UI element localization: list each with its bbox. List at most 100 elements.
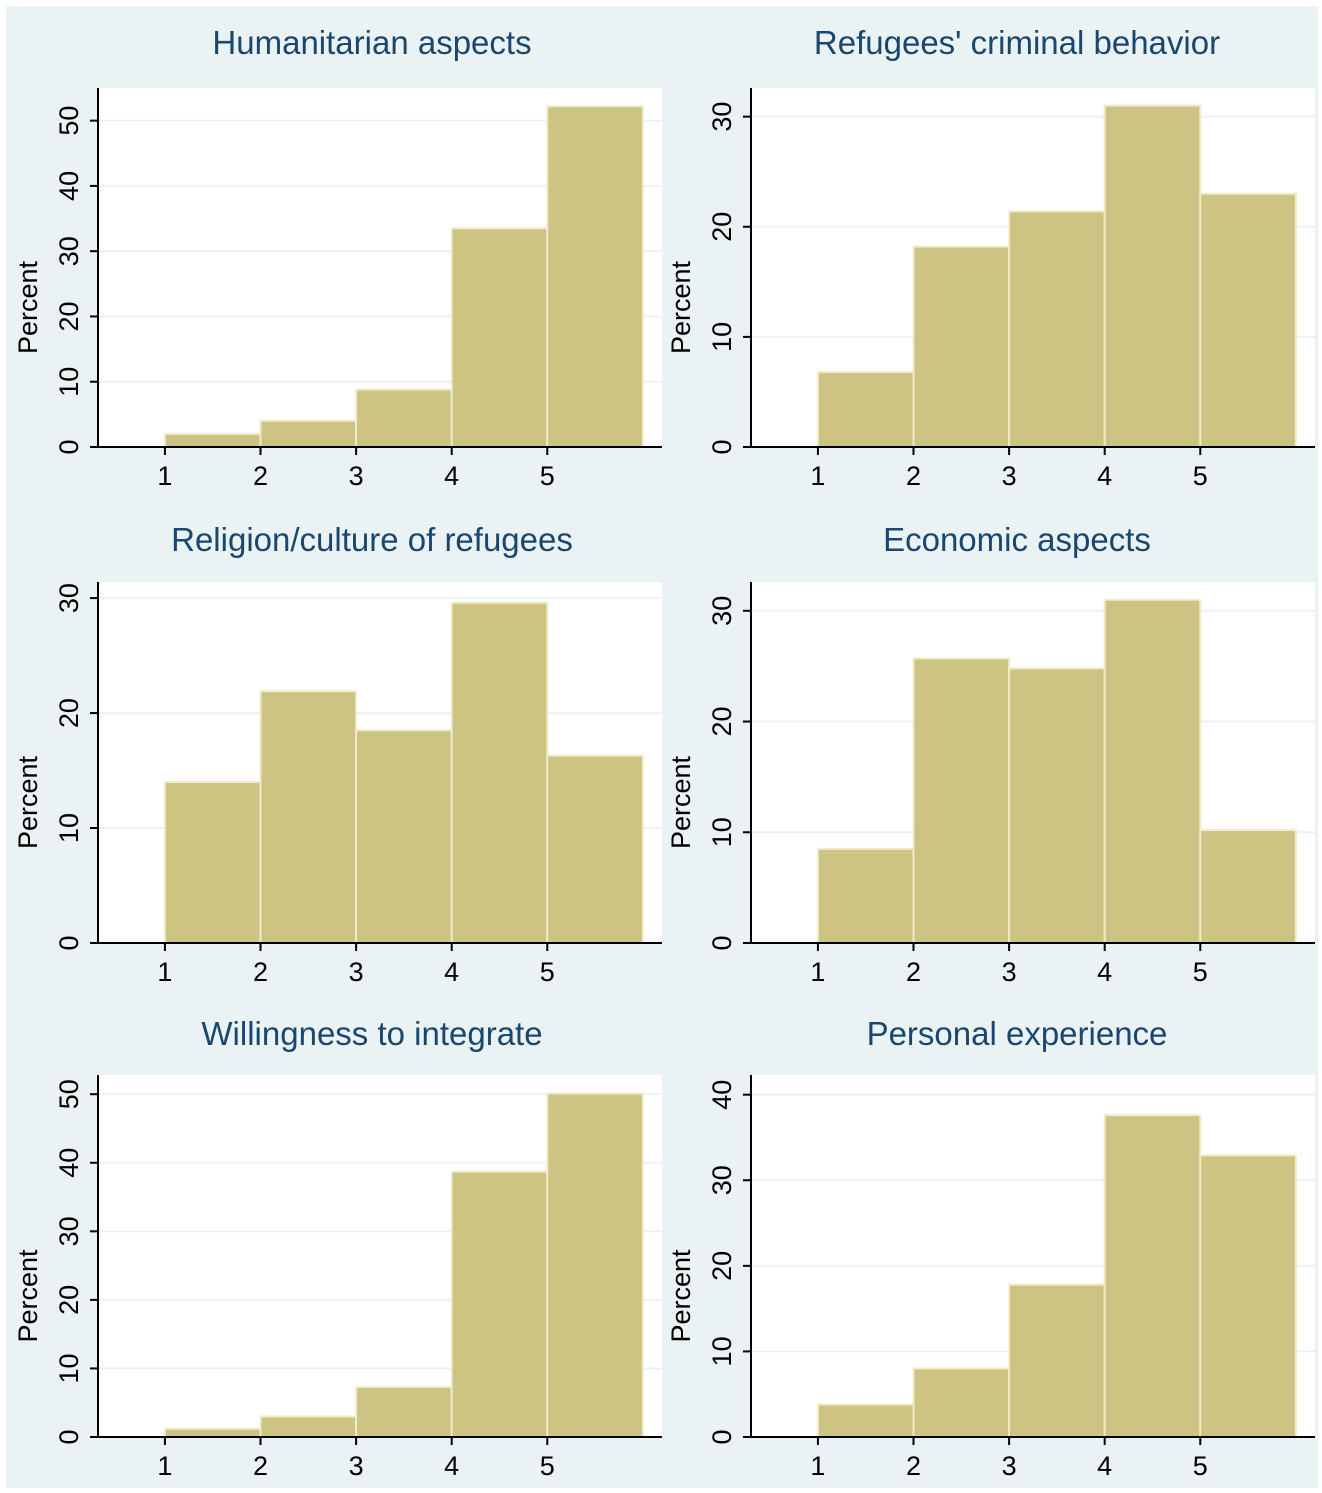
y-tick-label: 30 (707, 102, 737, 132)
y-tick-label: 20 (707, 1251, 737, 1281)
y-tick-label: 0 (54, 439, 84, 454)
y-tick-label: 30 (707, 1165, 737, 1195)
x-tick-label: 3 (349, 1451, 364, 1481)
panel-title: Refugees' criminal behavior (814, 24, 1220, 61)
bar-bin-1 (163, 432, 262, 449)
bar-bin-4 (450, 1170, 549, 1439)
bar-bin-3 (355, 729, 453, 944)
chart-panel-4: 1 2 3 4 5 0 10 20 30 Percent Economic aspects (666, 521, 1315, 987)
y-tick-label: 10 (707, 817, 737, 847)
y-axis-label: Percent (13, 755, 43, 849)
x-tick-label: 4 (444, 1451, 459, 1481)
x-tick-label: 1 (810, 957, 825, 987)
bar-bin-2 (912, 245, 1011, 448)
x-tick-label: 1 (810, 1451, 825, 1481)
y-tick-label: 20 (707, 212, 737, 242)
y-tick-label: 40 (54, 1148, 84, 1178)
bar-bin-2 (912, 657, 1011, 944)
bar-bin-3 (355, 1385, 453, 1438)
x-tick-label: 3 (1002, 957, 1017, 987)
chart-panel-2: 1 2 3 4 5 0 10 20 30 Percent Refugees' criminal be… (666, 24, 1315, 491)
panel-title: Religion/culture of refugees (171, 521, 573, 558)
y-tick-label: 0 (54, 1429, 84, 1444)
x-tick-label: 3 (349, 461, 364, 491)
x-tick-label: 5 (540, 957, 555, 987)
x-tick-label: 5 (1193, 957, 1208, 987)
bar-bin-5 (546, 105, 644, 448)
x-tick-label: 2 (906, 957, 921, 987)
bar-bin-2 (259, 690, 358, 944)
x-tick-label: 2 (253, 957, 268, 987)
panel-title: Willingness to integrate (201, 1015, 542, 1052)
bar-bin-3 (355, 388, 453, 448)
bar-bin-1 (816, 1403, 915, 1439)
panel-title: Personal experience (867, 1015, 1168, 1052)
bar-bin-1 (816, 371, 915, 449)
x-tick-label: 4 (444, 461, 459, 491)
bar-bin-3 (1008, 1283, 1106, 1438)
bar-bin-2 (259, 1415, 358, 1439)
y-tick-label: 20 (54, 301, 84, 331)
bar-bin-3 (1008, 667, 1106, 944)
y-tick-label: 30 (54, 236, 84, 266)
x-tick-label: 4 (1097, 1451, 1112, 1481)
bar-bin-5 (1199, 1154, 1297, 1438)
bar-bin-1 (816, 847, 915, 945)
y-tick-label: 0 (707, 439, 737, 454)
y-axis-label: Percent (13, 1249, 43, 1343)
y-axis-label: Percent (666, 1249, 696, 1343)
x-tick-label: 1 (810, 461, 825, 491)
bar-bin-5 (546, 754, 644, 944)
y-tick-label: 30 (54, 583, 84, 613)
x-tick-label: 5 (540, 1451, 555, 1481)
x-tick-label: 2 (906, 1451, 921, 1481)
bar-bin-2 (259, 419, 358, 448)
x-tick-label: 1 (157, 957, 172, 987)
x-tick-label: 4 (444, 957, 459, 987)
x-tick-label: 5 (1193, 1451, 1208, 1481)
y-tick-label: 20 (54, 1285, 84, 1315)
y-tick-label: 50 (54, 106, 84, 136)
bar-bin-5 (546, 1092, 644, 1439)
x-tick-label: 3 (1002, 461, 1017, 491)
y-tick-label: 20 (707, 707, 737, 737)
x-tick-label: 4 (1097, 461, 1112, 491)
bar-bin-4 (1103, 1114, 1202, 1438)
bar-bin-5 (1199, 829, 1297, 944)
bar-bin-3 (1008, 210, 1106, 448)
x-tick-label: 2 (906, 461, 921, 491)
x-tick-label: 1 (157, 1451, 172, 1481)
y-tick-label: 10 (54, 367, 84, 397)
y-tick-label: 0 (707, 1429, 737, 1444)
y-tick-label: 10 (707, 1336, 737, 1366)
y-tick-label: 0 (54, 935, 84, 950)
y-tick-label: 30 (707, 596, 737, 626)
y-axis-label: Percent (666, 260, 696, 354)
panel-title: Economic aspects (883, 521, 1151, 558)
y-tick-label: 0 (707, 935, 737, 950)
y-tick-label: 10 (707, 322, 737, 352)
x-tick-label: 1 (157, 461, 172, 491)
panel-title: Humanitarian aspects (212, 24, 531, 61)
y-tick-label: 10 (54, 1353, 84, 1383)
y-tick-label: 40 (54, 171, 84, 201)
y-axis-label: Percent (13, 260, 43, 354)
y-tick-label: 50 (54, 1079, 84, 1109)
x-tick-label: 3 (349, 957, 364, 987)
y-tick-label: 20 (54, 698, 84, 728)
x-tick-label: 2 (253, 1451, 268, 1481)
bar-bin-4 (450, 601, 549, 944)
bar-bin-1 (163, 1427, 262, 1439)
chart-panel-6: 1 2 3 4 5 0 10 20 30 40 Percent Personal experience (666, 1015, 1315, 1481)
bar-bin-4 (450, 227, 549, 448)
x-tick-label: 3 (1002, 1451, 1017, 1481)
x-tick-label: 5 (540, 461, 555, 491)
x-tick-label: 5 (1193, 461, 1208, 491)
y-tick-label: 40 (707, 1080, 737, 1110)
y-axis-label: Percent (666, 755, 696, 849)
bar-bin-4 (1103, 598, 1202, 944)
chart-panel-3: 1 2 3 4 5 0 10 20 30 Percent Religion/culture of r… (13, 521, 662, 987)
y-tick-label: 30 (54, 1216, 84, 1246)
